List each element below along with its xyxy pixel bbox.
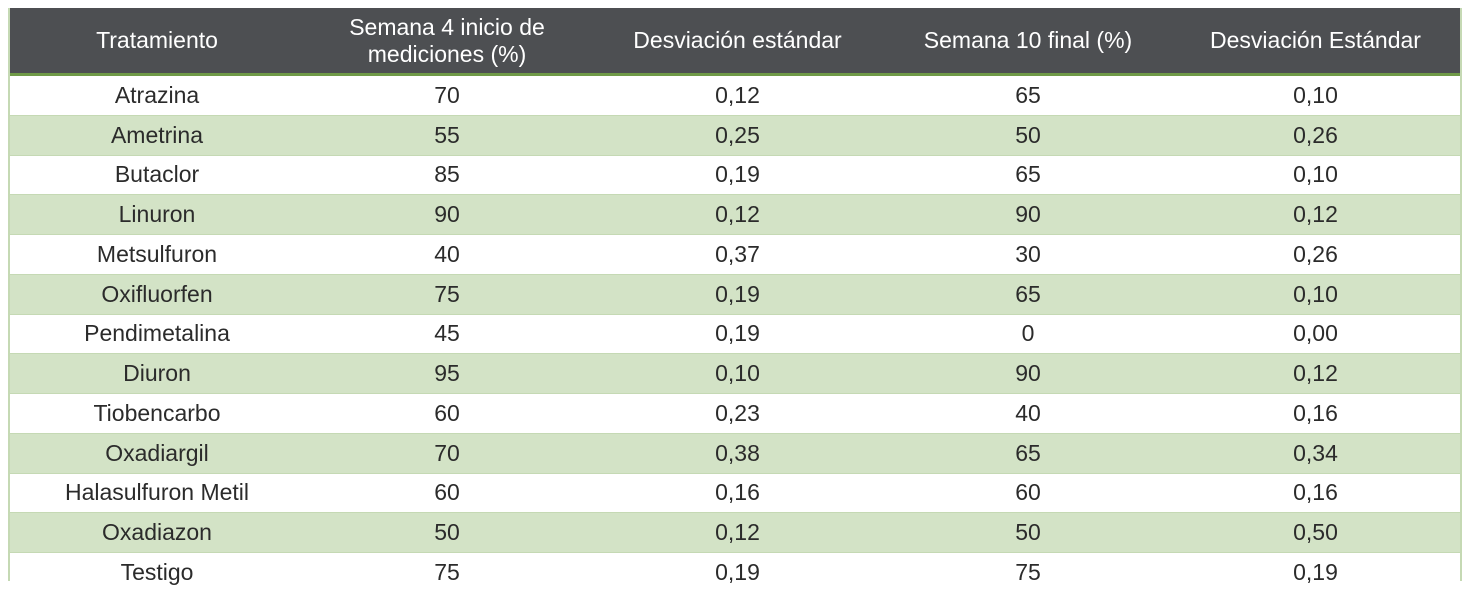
table-row: Butaclor 85 0,19 65 0,10: [10, 155, 1460, 196]
desviacion-2-cell: 0,16: [1171, 393, 1460, 434]
table-row: Tiobencarbo 60 0,23 40 0,16: [10, 393, 1460, 434]
semana-4-cell: 55: [304, 115, 590, 156]
tratamiento-cell: Oxifluorfen: [10, 274, 304, 315]
tratamiento-cell: Testigo: [10, 552, 304, 592]
desviacion-1-cell: 0,19: [590, 552, 885, 592]
desviacion-2-cell: 0,26: [1171, 234, 1460, 275]
desviacion-1-cell: 0,37: [590, 234, 885, 275]
desviacion-2-cell: 0,10: [1171, 274, 1460, 315]
semana-10-cell: 65: [885, 433, 1171, 474]
header-tratamiento: Tratamiento: [10, 8, 304, 76]
table-row: Ametrina 55 0,25 50 0,26: [10, 115, 1460, 156]
table-body: Atrazina 70 0,12 65 0,10 Ametrina 55 0,25 50 0,26…: [10, 74, 1460, 592]
desviacion-1-cell: 0,10: [590, 353, 885, 394]
header-desviacion-1: Desviación estándar: [590, 8, 885, 76]
semana-4-cell: 60: [304, 393, 590, 434]
desviacion-2-cell: 0,10: [1171, 74, 1460, 116]
desviacion-1-cell: 0,16: [590, 473, 885, 514]
tratamiento-cell: Ametrina: [10, 115, 304, 156]
table-row: Testigo 75 0,19 75 0,19: [10, 552, 1460, 592]
semana-4-cell: 70: [304, 433, 590, 474]
desviacion-2-cell: 0,50: [1171, 512, 1460, 553]
desviacion-1-cell: 0,19: [590, 155, 885, 196]
header-semana-4: Semana 4 inicio de mediciones (%): [304, 8, 590, 76]
treatment-table: Tratamiento Semana 4 inicio de medicione…: [10, 8, 1460, 592]
tratamiento-cell: Linuron: [10, 194, 304, 235]
desviacion-2-cell: 0,16: [1171, 473, 1460, 514]
semana-10-cell: 65: [885, 155, 1171, 196]
desviacion-2-cell: 0,19: [1171, 552, 1460, 592]
tratamiento-cell: Pendimetalina: [10, 314, 304, 355]
table-row: Linuron 90 0,12 90 0,12: [10, 194, 1460, 235]
semana-10-cell: 50: [885, 115, 1171, 156]
semana-4-cell: 75: [304, 552, 590, 592]
semana-10-cell: 90: [885, 353, 1171, 394]
semana-10-cell: 60: [885, 473, 1171, 514]
header-row: Tratamiento Semana 4 inicio de medicione…: [10, 8, 1460, 76]
semana-4-cell: 45: [304, 314, 590, 355]
desviacion-1-cell: 0,19: [590, 274, 885, 315]
semana-10-cell: 65: [885, 274, 1171, 315]
desviacion-2-cell: 0,10: [1171, 155, 1460, 196]
table-row: Atrazina 70 0,12 65 0,10: [10, 74, 1460, 116]
table-row: Metsulfuron 40 0,37 30 0,26: [10, 234, 1460, 275]
desviacion-1-cell: 0,23: [590, 393, 885, 434]
desviacion-1-cell: 0,38: [590, 433, 885, 474]
desviacion-2-cell: 0,12: [1171, 353, 1460, 394]
semana-4-cell: 75: [304, 274, 590, 315]
table-row: Diuron 95 0,10 90 0,12: [10, 353, 1460, 394]
desviacion-2-cell: 0,26: [1171, 115, 1460, 156]
desviacion-1-cell: 0,19: [590, 314, 885, 355]
tratamiento-cell: Oxadiargil: [10, 433, 304, 474]
semana-4-cell: 50: [304, 512, 590, 553]
semana-4-cell: 85: [304, 155, 590, 196]
desviacion-1-cell: 0,12: [590, 74, 885, 116]
tratamiento-cell: Halasulfuron Metil: [10, 473, 304, 514]
semana-10-cell: 65: [885, 74, 1171, 116]
tratamiento-cell: Oxadiazon: [10, 512, 304, 553]
semana-4-cell: 40: [304, 234, 590, 275]
desviacion-1-cell: 0,12: [590, 512, 885, 553]
table-row: Oxadiargil 70 0,38 65 0,34: [10, 433, 1460, 474]
desviacion-1-cell: 0,25: [590, 115, 885, 156]
table-header: Tratamiento Semana 4 inicio de medicione…: [10, 8, 1460, 76]
semana-10-cell: 75: [885, 552, 1171, 592]
data-table-container: Tratamiento Semana 4 inicio de medicione…: [8, 8, 1462, 592]
semana-4-cell: 90: [304, 194, 590, 235]
desviacion-2-cell: 0,34: [1171, 433, 1460, 474]
header-desviacion-2: Desviación Estándar: [1171, 8, 1460, 76]
semana-10-cell: 40: [885, 393, 1171, 434]
tratamiento-cell: Atrazina: [10, 74, 304, 116]
table-row: Oxadiazon 50 0,12 50 0,50: [10, 512, 1460, 553]
tratamiento-cell: Metsulfuron: [10, 234, 304, 275]
semana-10-cell: 50: [885, 512, 1171, 553]
tratamiento-cell: Tiobencarbo: [10, 393, 304, 434]
desviacion-1-cell: 0,12: [590, 194, 885, 235]
tratamiento-cell: Butaclor: [10, 155, 304, 196]
desviacion-2-cell: 0,00: [1171, 314, 1460, 355]
desviacion-2-cell: 0,12: [1171, 194, 1460, 235]
semana-4-cell: 95: [304, 353, 590, 394]
semana-10-cell: 0: [885, 314, 1171, 355]
semana-4-cell: 70: [304, 74, 590, 116]
header-semana-10: Semana 10 final (%): [885, 8, 1171, 76]
table-row: Oxifluorfen 75 0,19 65 0,10: [10, 274, 1460, 315]
table-row: Pendimetalina 45 0,19 0 0,00: [10, 314, 1460, 355]
table-row: Halasulfuron Metil 60 0,16 60 0,16: [10, 473, 1460, 514]
tratamiento-cell: Diuron: [10, 353, 304, 394]
semana-4-cell: 60: [304, 473, 590, 514]
semana-10-cell: 30: [885, 234, 1171, 275]
semana-10-cell: 90: [885, 194, 1171, 235]
